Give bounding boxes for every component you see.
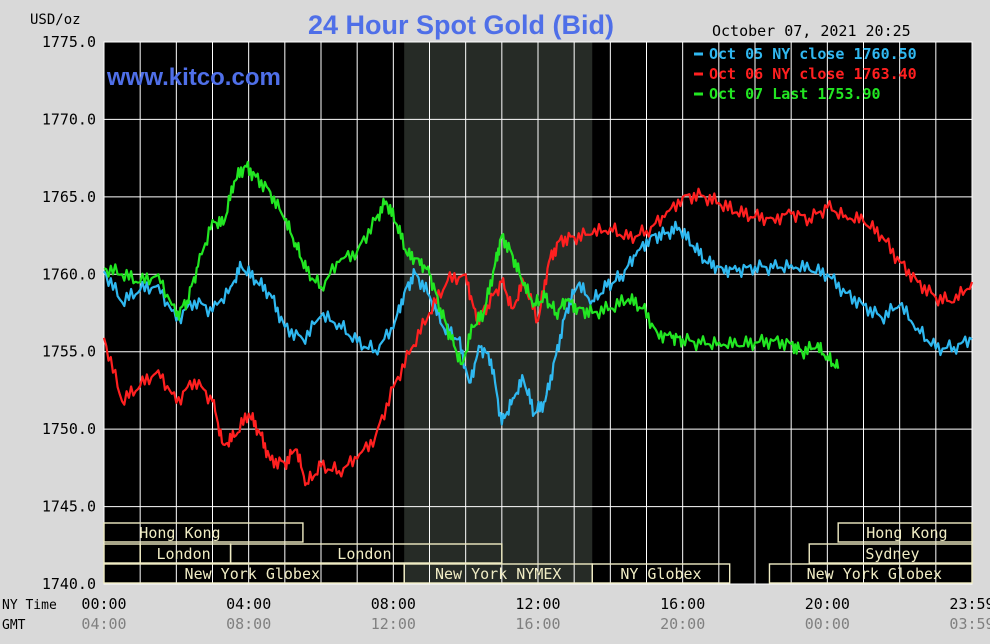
session-box bbox=[591, 563, 731, 584]
y-tick-label: 1755.0 bbox=[42, 343, 96, 361]
session-label: New York NYMEX bbox=[435, 565, 561, 583]
grid-lines bbox=[103, 41, 973, 585]
y-axis-ticks: 1775.0 1770.0 1765.0 1760.0 1755.0 1750.0 1745… bbox=[42, 33, 96, 593]
x-tick-label-gmt: 20:00 bbox=[660, 615, 705, 633]
series-line-oct-07 bbox=[103, 160, 840, 369]
x-tick-label-gmt: 03:59 bbox=[949, 615, 990, 633]
legend-entry: Oct 07 Last 1753.90 bbox=[709, 85, 881, 103]
series-line-oct-05 bbox=[103, 220, 973, 426]
x-tick-label-ny: 12:00 bbox=[515, 595, 560, 613]
session-label: London bbox=[337, 545, 391, 563]
x-tick-label-ny: 23:59 bbox=[949, 595, 990, 613]
y-tick-label: 1775.0 bbox=[42, 33, 96, 51]
x-tick-label-ny: 04:00 bbox=[226, 595, 271, 613]
y-tick-label: 1770.0 bbox=[42, 110, 96, 128]
session-box bbox=[103, 522, 304, 543]
session-label: Sydney bbox=[865, 545, 919, 563]
market-sessions: Hong Kong London London New York Globex New … bbox=[103, 522, 973, 584]
session-label: NY Globex bbox=[620, 565, 701, 583]
legend: Oct 05 NY close 1760.50 Oct 06 NY close 1… bbox=[694, 45, 917, 103]
y-tick-label: 1740.0 bbox=[42, 575, 96, 593]
x-tick-label-ny: 08:00 bbox=[371, 595, 416, 613]
x-tick-label-gmt: 12:00 bbox=[371, 615, 416, 633]
legend-entry: Oct 05 NY close 1760.50 bbox=[709, 45, 917, 63]
y-tick-label: 1765.0 bbox=[42, 188, 96, 206]
x-tick-label-gmt: 16:00 bbox=[515, 615, 560, 633]
x-axis-ticks: 00:00 04:00 04:00 08:00 08:00 12:00 12:00 16:00… bbox=[81, 595, 990, 633]
session-box bbox=[808, 543, 973, 564]
unit-label: USD/oz bbox=[30, 12, 81, 28]
gmt-axis-label: GMT bbox=[2, 618, 26, 633]
session-label: Hong Kong bbox=[866, 524, 947, 542]
legend-entry: Oct 06 NY close 1763.40 bbox=[709, 65, 917, 83]
ny-time-axis-label: NY Time bbox=[2, 598, 57, 613]
session-box bbox=[229, 543, 503, 564]
session-label: New York Globex bbox=[185, 565, 320, 583]
x-tick-label-gmt: 04:00 bbox=[81, 615, 126, 633]
session-label: Hong Kong bbox=[139, 524, 220, 542]
session-box bbox=[837, 522, 973, 543]
x-tick-label-ny: 00:00 bbox=[81, 595, 126, 613]
session-label: New York Globex bbox=[807, 565, 942, 583]
session-box bbox=[768, 563, 973, 584]
x-tick-label-gmt: 08:00 bbox=[226, 615, 271, 633]
y-tick-label: 1760.0 bbox=[42, 265, 96, 283]
session-label: London bbox=[156, 545, 210, 563]
x-tick-label-ny: 16:00 bbox=[660, 595, 705, 613]
y-tick-label: 1750.0 bbox=[42, 420, 96, 438]
timestamp: October 07, 2021 20:25 bbox=[712, 22, 911, 40]
x-tick-label-ny: 20:00 bbox=[805, 595, 850, 613]
x-tick-label-gmt: 00:00 bbox=[805, 615, 850, 633]
series-line-oct-06 bbox=[102, 187, 974, 487]
y-tick-label: 1745.0 bbox=[42, 498, 96, 516]
chart-title: 24 Hour Spot Gold (Bid) bbox=[308, 10, 614, 40]
website-watermark[interactable]: www.kitco.com bbox=[106, 64, 281, 91]
plot-border bbox=[103, 41, 973, 585]
price-series bbox=[102, 160, 974, 487]
